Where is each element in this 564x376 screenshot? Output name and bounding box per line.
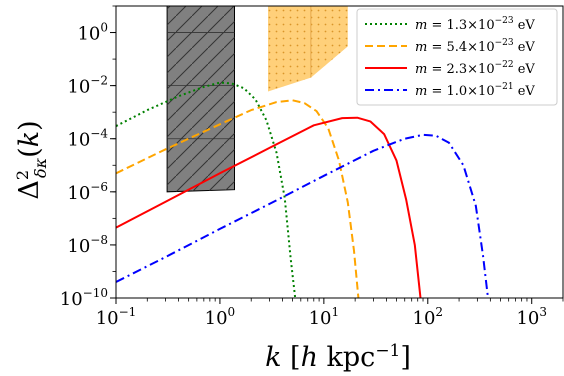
series-line-2 bbox=[116, 99, 360, 298]
legend-label-4: m = 1.0×10−21 eV bbox=[415, 82, 535, 99]
x-tick-label: 100 bbox=[205, 305, 236, 329]
y-tick-label: 100 bbox=[77, 21, 108, 45]
series-line-3 bbox=[116, 116, 422, 298]
x-tick-label: 101 bbox=[309, 305, 340, 329]
excluded-region-1-pattern bbox=[167, 6, 235, 192]
y-tick-label: 10−6 bbox=[67, 180, 108, 204]
legend-box bbox=[356, 8, 558, 106]
legend: m = 1.3×10−23 eV m = 5.4×10−23 eV m = 2.3×… bbox=[356, 8, 558, 106]
plot-area-frame bbox=[115, 5, 564, 299]
y-axis: 10−10 10−8 10−6 10−4 10−2 100 bbox=[60, 5, 116, 310]
series-line-4 bbox=[116, 133, 489, 298]
x-axis-label-k: k bbox=[265, 342, 281, 373]
legend-label-2: m = 5.4×10−23 eV bbox=[415, 38, 535, 55]
y-tick-label: 10−8 bbox=[67, 233, 108, 257]
x-tick-label: 10−1 bbox=[96, 305, 137, 329]
y-axis-label: Δ2δκ(k) bbox=[13, 120, 50, 199]
x-axis-label: k [h kpc−1] bbox=[265, 341, 411, 373]
excluded-regions bbox=[166, 6, 348, 193]
x-tick-label: 102 bbox=[413, 305, 444, 329]
y-tick-label: 10−2 bbox=[67, 74, 108, 98]
y-tick-label: 10−10 bbox=[60, 286, 108, 310]
excluded-region-2-pattern bbox=[268, 6, 348, 92]
x-axis: 10−1 100 101 102 103 bbox=[96, 298, 564, 329]
x-tick-label: 103 bbox=[516, 305, 547, 329]
legend-label-1: m = 1.3×10−23 eV bbox=[415, 16, 535, 33]
legend-label-3: m = 2.3×10−22 eV bbox=[415, 60, 535, 77]
series-lines bbox=[116, 81, 489, 298]
y-tick-label: 10−4 bbox=[67, 127, 108, 151]
